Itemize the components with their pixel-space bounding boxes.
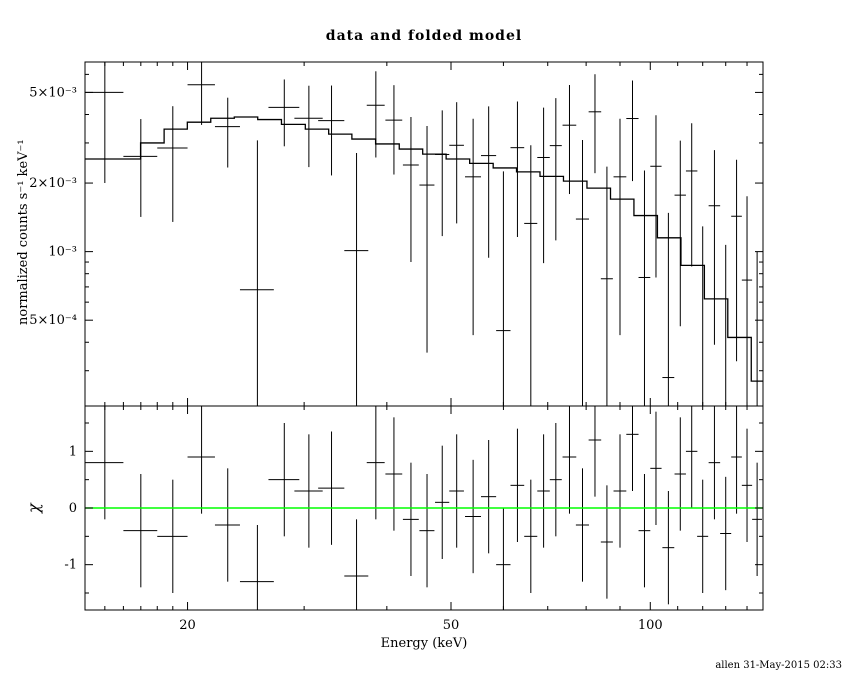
svg-text:0: 0	[69, 501, 77, 516]
y-axis-label-chi: χ	[24, 503, 43, 513]
svg-text:-1: -1	[64, 558, 77, 573]
y-axis-label-counts: normalized counts s⁻¹ keV⁻¹	[16, 139, 31, 325]
x-axis-label: Energy (keV)	[380, 636, 468, 651]
svg-text:5×10⁻³: 5×10⁻³	[29, 85, 77, 100]
svg-text:20: 20	[179, 618, 196, 633]
plot-title: data and folded model	[325, 28, 523, 44]
svg-text:50: 50	[443, 618, 460, 633]
timestamp-label: allen 31-May-2015 02:33	[715, 660, 842, 671]
svg-text:5×10⁻⁴: 5×10⁻⁴	[29, 313, 77, 328]
svg-text:10⁻³: 10⁻³	[48, 245, 77, 260]
svg-text:2×10⁻³: 2×10⁻³	[29, 176, 77, 191]
svg-text:100: 100	[638, 618, 663, 633]
svg-text:1: 1	[69, 444, 77, 459]
